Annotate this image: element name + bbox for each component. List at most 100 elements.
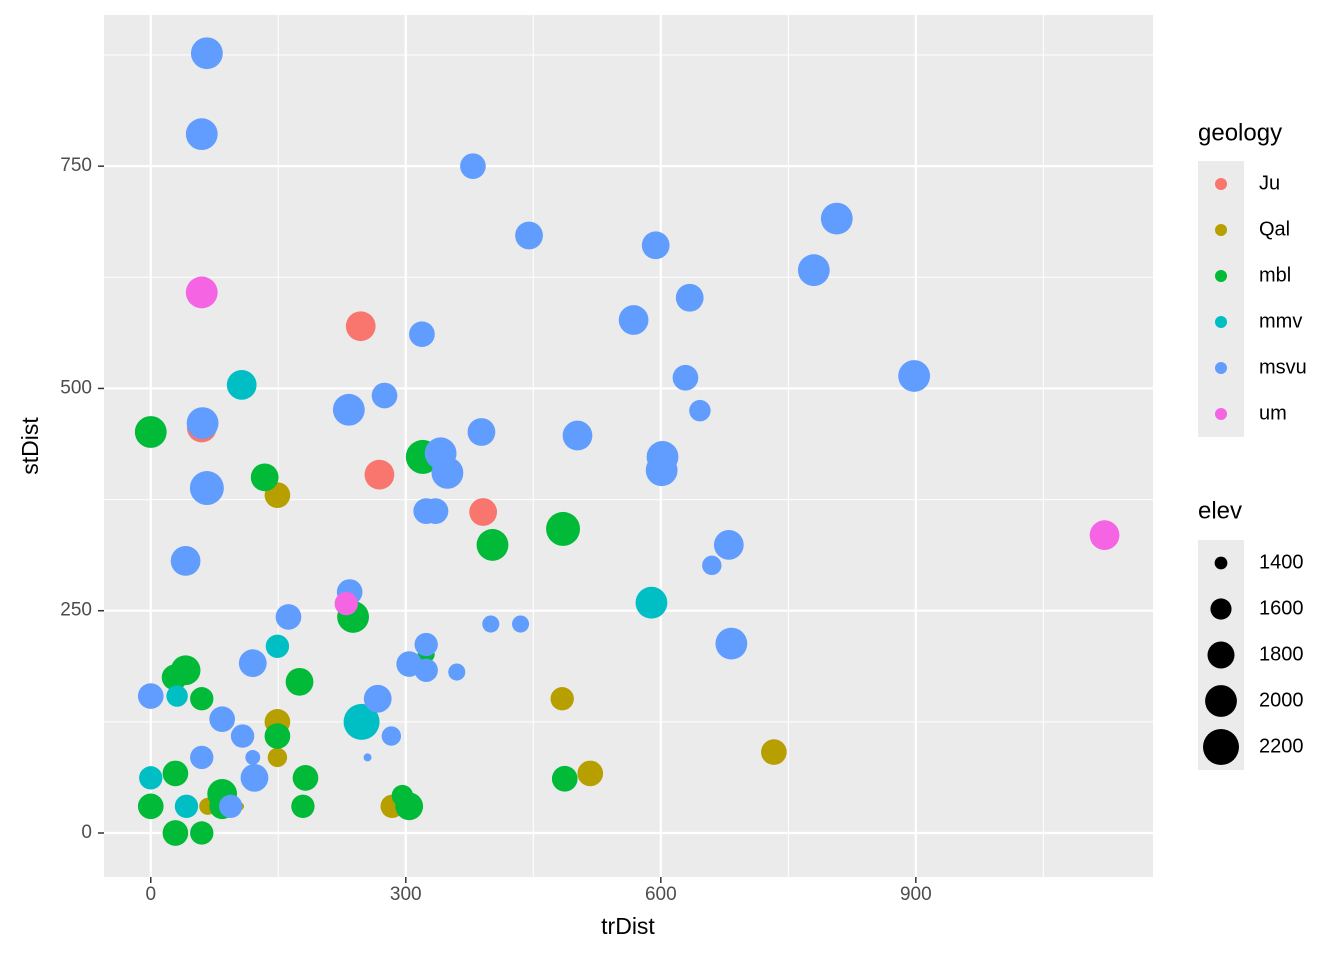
point <box>713 530 744 560</box>
point <box>250 463 279 492</box>
legend-label: um <box>1259 402 1287 424</box>
point <box>898 360 931 392</box>
x-tick-label: 300 <box>390 884 422 905</box>
point <box>515 221 543 250</box>
point <box>409 321 435 348</box>
point <box>345 311 376 342</box>
point <box>291 794 315 818</box>
x-tick-label: 0 <box>145 884 156 905</box>
legend-swatch <box>1215 408 1227 420</box>
point <box>137 683 164 709</box>
size-legend-label: 1400 <box>1259 551 1304 573</box>
point <box>562 420 593 451</box>
size-legend-label: 2000 <box>1259 689 1304 711</box>
point <box>675 283 704 312</box>
size-legend-label: 1800 <box>1259 643 1304 665</box>
point <box>189 471 224 505</box>
point <box>512 615 530 633</box>
point <box>139 766 163 790</box>
point <box>226 369 257 400</box>
point <box>364 459 395 490</box>
point <box>166 685 188 707</box>
point <box>476 529 509 561</box>
size-legend-dot <box>1214 556 1228 570</box>
point <box>422 498 449 524</box>
point <box>275 604 302 630</box>
point <box>1089 520 1120 551</box>
point <box>134 416 167 448</box>
legend-label: Ju <box>1259 172 1280 194</box>
point <box>460 153 486 179</box>
point <box>641 231 670 260</box>
point <box>551 765 578 792</box>
point <box>467 418 496 446</box>
point <box>265 634 290 658</box>
point <box>448 663 466 681</box>
point <box>332 393 365 426</box>
point <box>761 739 787 765</box>
y-tick-label: 0 <box>81 822 92 843</box>
point <box>174 794 199 818</box>
point <box>209 706 235 733</box>
point <box>162 820 189 846</box>
legend-label: msvu <box>1259 356 1307 378</box>
legend-swatch <box>1215 316 1227 328</box>
point <box>618 305 649 335</box>
x-tick-label: 900 <box>900 884 932 905</box>
point <box>267 747 288 768</box>
point <box>343 703 380 740</box>
point <box>245 750 261 765</box>
point <box>190 37 223 70</box>
size-legend-label: 2200 <box>1259 735 1304 757</box>
point <box>185 118 218 151</box>
point <box>395 792 424 821</box>
size-legend-dot <box>1203 729 1239 765</box>
point <box>137 793 164 820</box>
size-legend-dot <box>1210 598 1232 620</box>
point <box>190 687 214 711</box>
point <box>577 760 604 787</box>
point <box>170 546 201 576</box>
point <box>292 765 319 791</box>
point <box>820 202 853 235</box>
point <box>218 794 243 818</box>
point <box>469 498 498 526</box>
size-legend-dot <box>1207 641 1235 669</box>
point <box>702 555 722 576</box>
x-tick-label: 600 <box>645 884 677 905</box>
point <box>414 632 438 657</box>
point <box>689 399 711 422</box>
point <box>238 649 267 678</box>
point <box>371 382 398 409</box>
legend-label: Qal <box>1259 218 1290 240</box>
point <box>240 763 269 792</box>
point <box>334 591 358 616</box>
legend-label: mmv <box>1259 310 1302 332</box>
point <box>190 745 214 770</box>
legend-swatch <box>1215 224 1227 236</box>
x-axis-title: trDist <box>601 913 655 939</box>
point <box>161 664 188 691</box>
point <box>285 667 314 696</box>
legend-swatch <box>1215 270 1227 282</box>
panel <box>104 15 1153 877</box>
y-tick-label: 750 <box>60 155 92 176</box>
point <box>715 627 748 660</box>
point <box>363 753 372 762</box>
point <box>264 723 291 749</box>
point <box>381 726 402 746</box>
legend-label: mbl <box>1259 264 1291 286</box>
y-axis-title: stDist <box>17 417 43 475</box>
legend-swatch <box>1215 178 1227 190</box>
point <box>645 454 678 487</box>
point <box>672 364 699 391</box>
point <box>190 821 214 845</box>
size-legend-label: 1600 <box>1259 597 1304 619</box>
point <box>482 615 500 633</box>
point <box>186 407 219 440</box>
point <box>431 456 464 489</box>
point <box>546 511 581 546</box>
y-tick-label: 250 <box>60 600 92 621</box>
point <box>185 276 218 309</box>
